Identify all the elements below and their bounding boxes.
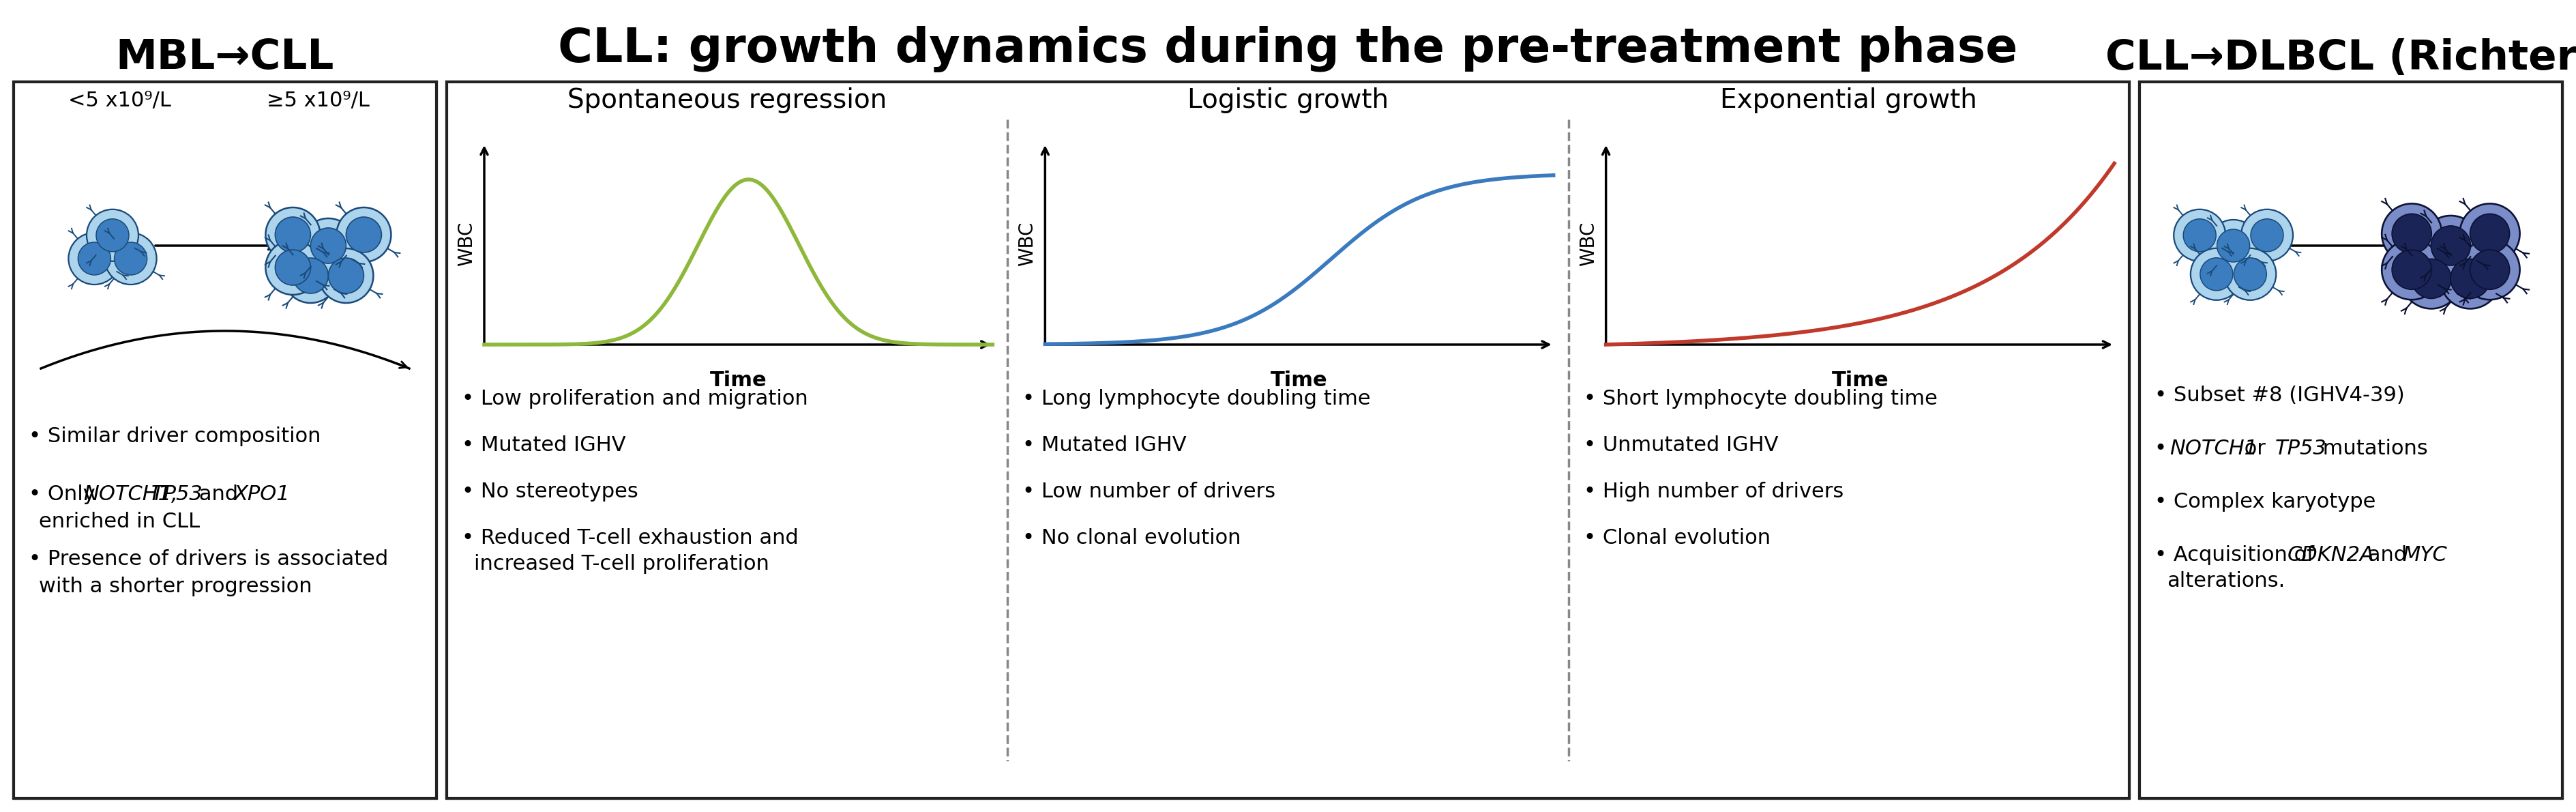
Text: with a shorter progression: with a shorter progression — [39, 577, 312, 596]
Circle shape — [70, 233, 121, 284]
Circle shape — [301, 218, 355, 273]
Text: CDKN2A: CDKN2A — [2287, 545, 2375, 565]
Bar — [2141, 761, 2563, 798]
Circle shape — [2432, 226, 2470, 266]
Circle shape — [2383, 204, 2442, 264]
Text: <5 x10⁹/L: <5 x10⁹/L — [67, 91, 170, 110]
Text: • No clonal evolution: • No clonal evolution — [1023, 528, 1242, 548]
Circle shape — [2450, 259, 2491, 299]
Circle shape — [2200, 257, 2233, 291]
Circle shape — [2421, 216, 2481, 275]
Text: • Subset #8 (IGHV4-39): • Subset #8 (IGHV4-39) — [2154, 386, 2403, 405]
Text: Logistic growth: Logistic growth — [1188, 88, 1388, 114]
Text: WBC: WBC — [1579, 222, 1597, 266]
Circle shape — [265, 207, 319, 262]
Text: ≥5 x10⁹/L: ≥5 x10⁹/L — [268, 91, 368, 110]
Text: • Unmutated IGHV: • Unmutated IGHV — [1584, 435, 1777, 456]
Text: • Presence of drivers is associated: • Presence of drivers is associated — [28, 549, 389, 569]
Text: • High number of drivers: • High number of drivers — [1584, 482, 1844, 502]
Circle shape — [337, 207, 392, 262]
Circle shape — [2470, 250, 2509, 289]
Bar — [446, 82, 2130, 119]
Text: • Mutated IGHV: • Mutated IGHV — [461, 435, 626, 456]
Text: WBC: WBC — [456, 222, 477, 266]
Circle shape — [2241, 209, 2293, 261]
Text: • Reduced T-cell exhaustion and: • Reduced T-cell exhaustion and — [461, 528, 799, 548]
Circle shape — [88, 209, 139, 261]
Text: • Low proliferation and migration: • Low proliferation and migration — [461, 389, 809, 408]
Bar — [2141, 82, 2563, 798]
Circle shape — [113, 242, 147, 275]
Circle shape — [2393, 214, 2432, 253]
Text: Spontaneous regression: Spontaneous regression — [567, 88, 886, 114]
Text: WBC: WBC — [1018, 222, 1038, 266]
Text: enriched in CLL: enriched in CLL — [39, 512, 201, 532]
Text: • Low number of drivers: • Low number of drivers — [1023, 482, 1275, 502]
Text: XPO1: XPO1 — [234, 485, 289, 504]
Text: • Acquisition of: • Acquisition of — [2154, 545, 2321, 565]
Circle shape — [2439, 248, 2501, 309]
Text: • Long lymphocyte doubling time: • Long lymphocyte doubling time — [1023, 389, 1370, 408]
Circle shape — [276, 250, 312, 285]
Circle shape — [319, 248, 374, 303]
Text: CLL: growth dynamics during the pre-treatment phase: CLL: growth dynamics during the pre-trea… — [559, 26, 2017, 72]
Circle shape — [106, 233, 157, 284]
Circle shape — [2460, 240, 2519, 300]
Text: TP53: TP53 — [2275, 438, 2326, 459]
Bar — [2141, 82, 2563, 119]
Circle shape — [95, 219, 129, 252]
Circle shape — [2174, 209, 2226, 261]
Text: and: and — [193, 485, 245, 504]
Bar — [13, 761, 435, 798]
Text: mutations: mutations — [2316, 438, 2427, 459]
Text: •: • — [2154, 438, 2174, 459]
Circle shape — [2393, 250, 2432, 289]
Text: • Similar driver composition: • Similar driver composition — [28, 426, 322, 447]
Circle shape — [2411, 259, 2450, 299]
Circle shape — [2184, 219, 2215, 252]
Text: MYC: MYC — [2401, 545, 2447, 565]
Circle shape — [276, 217, 312, 253]
Text: MBL→CLL: MBL→CLL — [116, 38, 335, 78]
Circle shape — [294, 258, 327, 293]
Text: or: or — [2239, 438, 2272, 459]
Circle shape — [265, 240, 319, 295]
Circle shape — [2383, 240, 2442, 300]
Circle shape — [2218, 229, 2249, 262]
Text: Time: Time — [711, 370, 768, 391]
Text: NOTCH1: NOTCH1 — [2169, 438, 2257, 459]
Text: TP53: TP53 — [152, 485, 204, 504]
Bar — [13, 82, 435, 119]
Circle shape — [2208, 220, 2259, 271]
Circle shape — [312, 228, 345, 263]
Circle shape — [2401, 248, 2460, 309]
Circle shape — [2233, 257, 2267, 291]
Circle shape — [77, 242, 111, 275]
Circle shape — [2460, 204, 2519, 264]
Bar — [13, 82, 435, 798]
Bar — [446, 82, 2130, 798]
Circle shape — [327, 258, 363, 293]
Text: • No stereotypes: • No stereotypes — [461, 482, 639, 502]
Text: Time: Time — [1832, 370, 1888, 391]
Bar — [446, 761, 2130, 798]
Text: Time: Time — [1270, 370, 1327, 391]
Text: • Mutated IGHV: • Mutated IGHV — [1023, 435, 1188, 456]
Text: alterations.: alterations. — [2166, 571, 2285, 591]
Text: increased T-cell proliferation: increased T-cell proliferation — [474, 554, 770, 574]
Circle shape — [2190, 248, 2244, 300]
Circle shape — [345, 217, 381, 253]
Circle shape — [2470, 214, 2509, 253]
Text: • Only: • Only — [28, 485, 103, 504]
Text: NOTCH1,: NOTCH1, — [82, 485, 178, 504]
Text: Exponential growth: Exponential growth — [1721, 88, 1978, 114]
Text: • Complex karyotype: • Complex karyotype — [2154, 492, 2375, 512]
Circle shape — [2251, 219, 2282, 252]
Text: • Clonal evolution: • Clonal evolution — [1584, 528, 1770, 548]
Text: • Short lymphocyte doubling time: • Short lymphocyte doubling time — [1584, 389, 1937, 408]
Circle shape — [2223, 248, 2277, 300]
Circle shape — [283, 248, 337, 303]
Text: and: and — [2362, 545, 2414, 565]
Text: CLL→DLBCL (Richter): CLL→DLBCL (Richter) — [2105, 38, 2576, 78]
